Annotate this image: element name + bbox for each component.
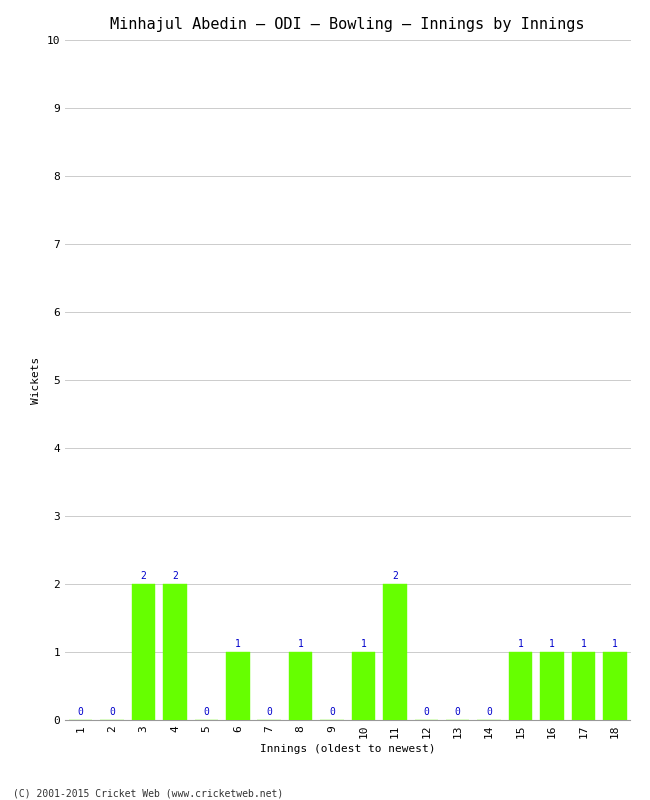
Bar [540,652,564,720]
Text: (C) 2001-2015 Cricket Web (www.cricketweb.net): (C) 2001-2015 Cricket Web (www.cricketwe… [13,788,283,798]
Text: 1: 1 [517,639,523,650]
Bar [289,652,313,720]
Title: Minhajul Abedin – ODI – Bowling – Innings by Innings: Minhajul Abedin – ODI – Bowling – Inning… [111,17,585,32]
Text: 1: 1 [361,639,367,650]
Bar [509,652,532,720]
Text: 2: 2 [140,571,146,582]
Text: 1: 1 [580,639,586,650]
Bar [352,652,375,720]
Bar [603,652,627,720]
Bar [163,584,187,720]
Text: 0: 0 [423,707,429,718]
Text: 1: 1 [549,639,555,650]
Text: 0: 0 [486,707,492,718]
Text: 2: 2 [172,571,178,582]
Text: 0: 0 [78,707,84,718]
Bar [226,652,250,720]
Text: 0: 0 [109,707,115,718]
Text: 0: 0 [203,707,209,718]
X-axis label: Innings (oldest to newest): Innings (oldest to newest) [260,744,436,754]
Text: 0: 0 [266,707,272,718]
Bar [383,584,407,720]
Text: 2: 2 [392,571,398,582]
Text: 1: 1 [235,639,240,650]
Bar [571,652,595,720]
Text: 1: 1 [612,639,618,650]
Text: 0: 0 [455,707,461,718]
Bar [132,584,155,720]
Y-axis label: Wickets: Wickets [31,356,41,404]
Text: 1: 1 [298,639,304,650]
Text: 0: 0 [329,707,335,718]
